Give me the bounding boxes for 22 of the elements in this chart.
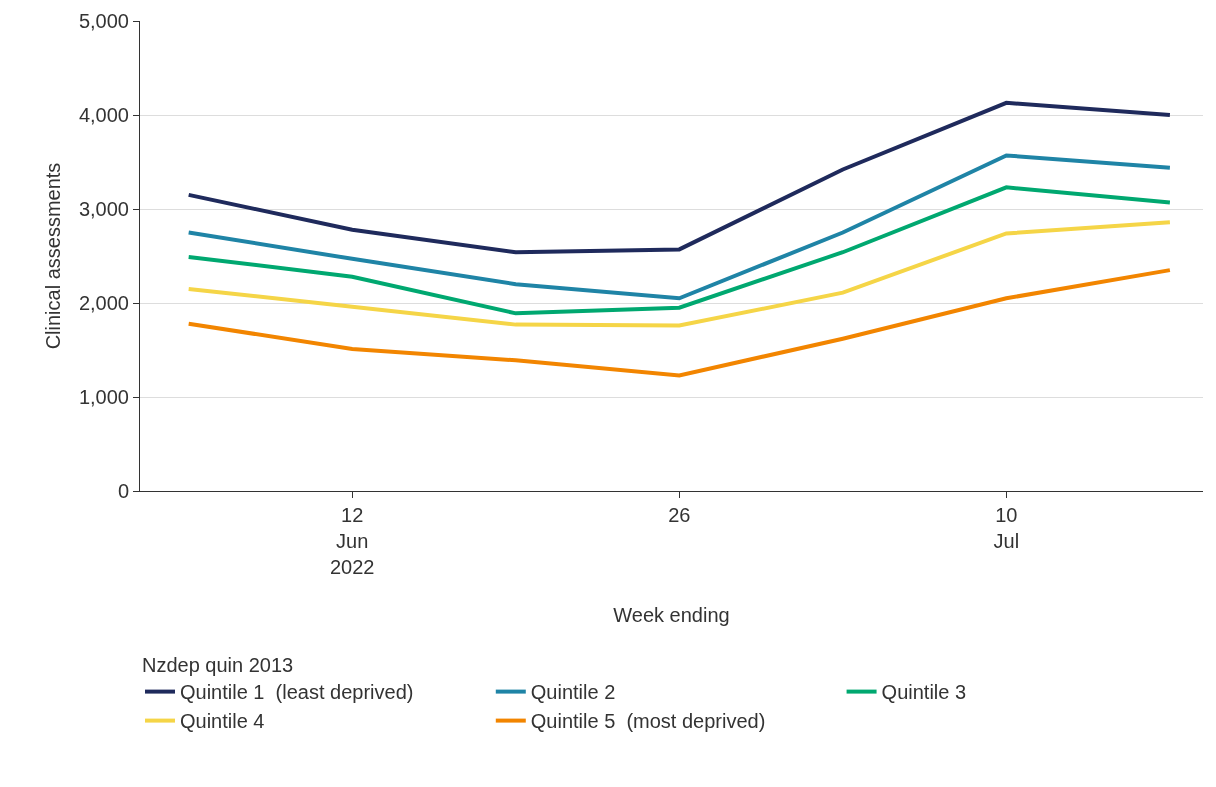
y-tick-label: 1,000 <box>78 386 129 408</box>
x-axis-title: Week ending <box>613 603 730 626</box>
y-tick-label: 5,000 <box>78 10 129 32</box>
y-tick-label: 0 <box>117 480 129 502</box>
y-tick-label: 3,000 <box>78 198 129 220</box>
x-tick-label: 12 Jun 2022 <box>329 504 375 578</box>
legend-title: Nzdep quin 2013 <box>142 654 294 677</box>
x-tick-label: 26 <box>668 504 691 526</box>
y-tick-label: 2,000 <box>78 292 129 314</box>
y-tick-label: 4,000 <box>78 104 129 126</box>
y-axis-title: Clinical assessments <box>42 162 65 350</box>
legend-label: Quintile 3 <box>881 681 967 704</box>
line-series <box>186 185 1172 316</box>
line-series <box>186 153 1172 301</box>
legend-label: Quintile 4 <box>180 710 265 733</box>
x-tick-label: 10 Jul <box>993 504 1020 552</box>
legend-label: Quintile 2 <box>530 681 616 704</box>
line-series <box>186 100 1172 255</box>
legend-label: Quintile 1 (least deprived) <box>180 681 414 704</box>
line-series <box>186 220 1172 328</box>
legend-label: Quintile 5 (most deprived) <box>530 710 766 733</box>
line-series <box>186 268 1172 378</box>
